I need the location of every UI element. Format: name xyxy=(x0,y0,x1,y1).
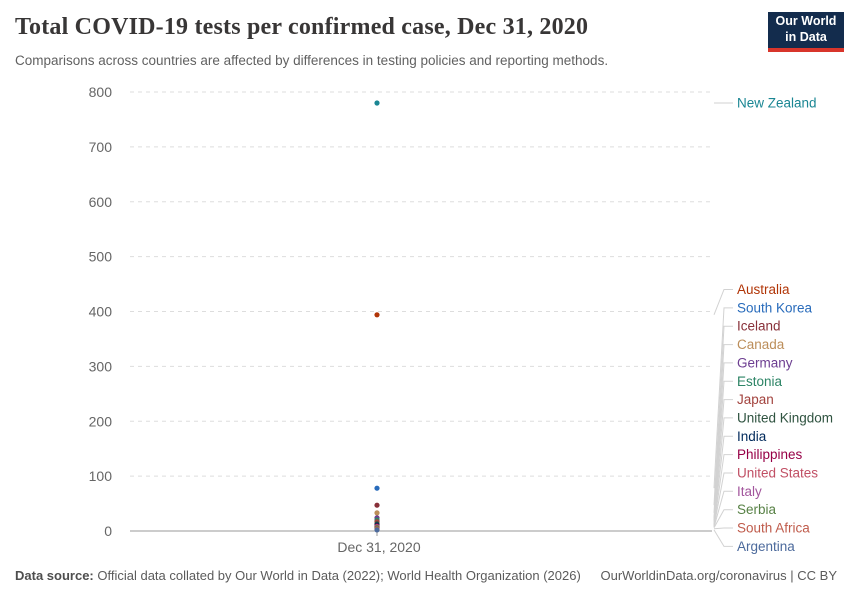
y-tick-label: 600 xyxy=(89,194,113,210)
series-label-japan[interactable]: Japan xyxy=(737,392,774,407)
y-tick-label: 100 xyxy=(89,468,113,484)
leader-line xyxy=(713,490,733,528)
series-label-new-zealand[interactable]: New Zealand xyxy=(737,96,817,111)
y-tick-label: 700 xyxy=(89,139,113,155)
license-link[interactable]: OurWorldinData.org/coronavirus | CC BY xyxy=(600,568,837,583)
leader-line xyxy=(713,472,733,527)
leader-line xyxy=(713,527,733,530)
series-label-australia[interactable]: Australia xyxy=(737,282,790,297)
data-point-argentina[interactable] xyxy=(374,527,380,533)
data-point-new-zealand[interactable] xyxy=(374,100,380,106)
chart-footer: Data source: Official data collated by O… xyxy=(15,568,837,583)
series-label-india[interactable]: India xyxy=(737,429,767,444)
leader-line xyxy=(713,325,733,506)
page-subtitle: Comparisons across countries are affecte… xyxy=(15,53,609,68)
series-label-germany[interactable]: Germany xyxy=(737,355,793,370)
series-label-italy[interactable]: Italy xyxy=(737,484,762,499)
data-point-iceland[interactable] xyxy=(374,502,380,508)
y-tick-label: 0 xyxy=(104,523,112,539)
series-label-philippines[interactable]: Philippines xyxy=(737,447,803,462)
leader-line xyxy=(713,435,733,526)
leader-line xyxy=(713,417,733,524)
owid-logo-line2: in Data xyxy=(785,30,827,44)
page-title: Total COVID-19 tests per confirmed case,… xyxy=(15,14,589,40)
series-label-united-kingdom[interactable]: United Kingdom xyxy=(737,410,833,425)
leader-line xyxy=(713,380,733,521)
y-tick-label: 400 xyxy=(89,304,113,320)
owid-logo-line1: Our World xyxy=(775,14,837,29)
leader-line xyxy=(713,344,733,513)
leader-line xyxy=(713,509,733,528)
data-point-canada[interactable] xyxy=(374,510,380,516)
leader-line xyxy=(713,289,733,315)
series-label-iceland[interactable]: Iceland xyxy=(737,319,781,334)
y-tick-label: 200 xyxy=(89,413,113,429)
x-tick-label: Dec 31, 2020 xyxy=(337,539,420,555)
y-tick-label: 800 xyxy=(89,84,113,100)
data-point-south-korea[interactable] xyxy=(374,485,380,491)
data-source-note: Data source: Official data collated by O… xyxy=(15,568,581,583)
series-label-south-africa[interactable]: South Africa xyxy=(737,521,810,536)
series-label-estonia[interactable]: Estonia xyxy=(737,374,783,389)
y-tick-label: 300 xyxy=(89,358,113,374)
series-label-south-korea[interactable]: South Korea xyxy=(737,300,813,315)
data-source-text: Official data collated by Our World in D… xyxy=(93,568,581,583)
series-label-argentina[interactable]: Argentina xyxy=(737,539,795,554)
leader-line xyxy=(713,307,733,489)
series-label-serbia[interactable]: Serbia xyxy=(737,502,777,517)
leader-line xyxy=(713,399,733,522)
series-label-united-states[interactable]: United States xyxy=(737,466,818,481)
data-point-australia[interactable] xyxy=(374,312,380,318)
owid-logo: Our World in Data xyxy=(768,12,844,52)
data-source-label: Data source: xyxy=(15,568,94,583)
leader-line xyxy=(713,454,733,527)
y-tick-label: 500 xyxy=(89,249,113,265)
series-label-canada[interactable]: Canada xyxy=(737,337,785,352)
leader-line xyxy=(713,362,733,518)
leader-line xyxy=(713,529,733,547)
